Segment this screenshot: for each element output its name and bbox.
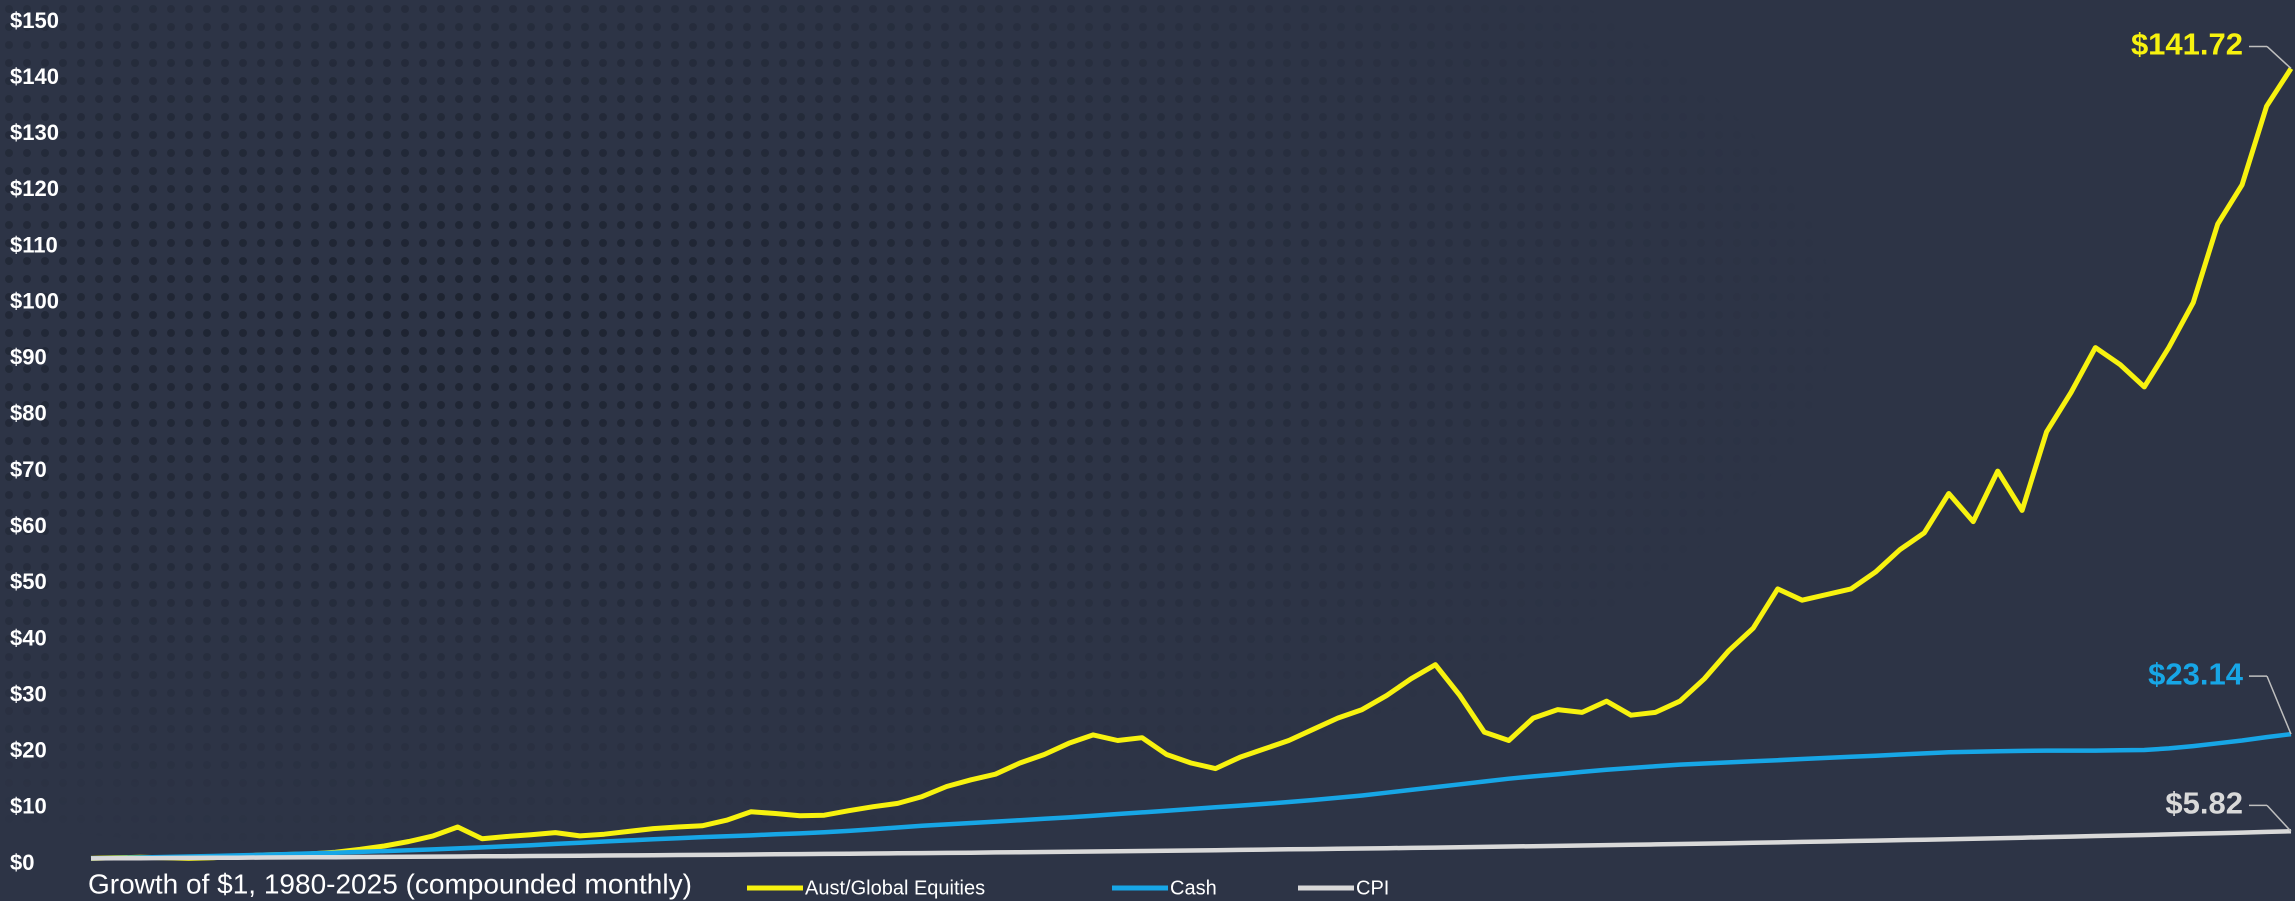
- y-tick-label: $50: [10, 569, 47, 594]
- value-label: $141.72: [2131, 27, 2243, 62]
- leader-line: [2266, 675, 2292, 735]
- y-tick-label: $140: [10, 64, 59, 89]
- y-tick-label: $120: [10, 176, 59, 201]
- y-tick-label: $100: [10, 288, 59, 313]
- legend-label: Aust/Global Equities: [805, 877, 985, 899]
- y-tick-label: $60: [10, 513, 47, 538]
- line-series: [90, 67, 2294, 861]
- leader-line: [2266, 804, 2292, 832]
- y-tick-label: $70: [10, 457, 47, 482]
- y-tick-label: $90: [10, 345, 47, 370]
- y-tick-label: $110: [10, 232, 58, 257]
- y-tick-label: $30: [10, 681, 47, 706]
- y-tick-label: $10: [10, 794, 47, 819]
- y-tick-label: $80: [10, 401, 47, 426]
- y-tick-label: $40: [10, 625, 47, 650]
- value-label: $5.82: [2165, 786, 2243, 821]
- legend-label: CPI: [1356, 877, 1389, 899]
- y-tick-label: $0: [10, 850, 34, 875]
- y-tick-label: $20: [10, 738, 47, 763]
- y-tick-label: $130: [10, 120, 59, 145]
- line-series: [90, 829, 2292, 861]
- leader-line: [2266, 45, 2292, 70]
- chart-title: Growth of $1, 1980-2025 (compounded mont…: [88, 868, 692, 899]
- y-tick-label: $150: [10, 8, 59, 33]
- legend-label: Cash: [1170, 877, 1217, 899]
- value-label: $23.14: [2148, 656, 2244, 691]
- line-series: [90, 731, 2292, 861]
